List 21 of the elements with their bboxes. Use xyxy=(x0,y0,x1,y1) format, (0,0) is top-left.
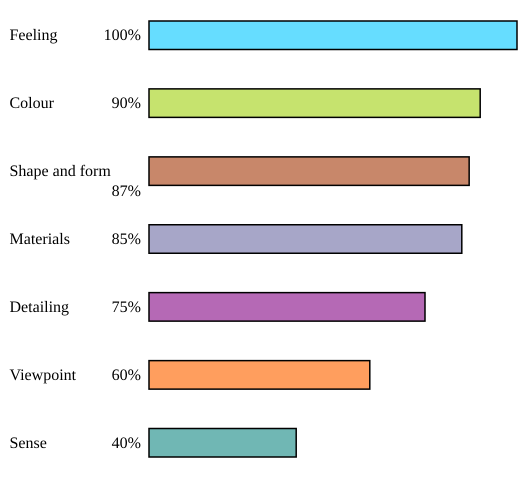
bar xyxy=(148,360,371,390)
data-label: 75% xyxy=(112,298,141,316)
y-tick-label: Materials xyxy=(10,231,70,248)
y-tick-label: Colour xyxy=(10,95,55,112)
bar xyxy=(148,428,297,458)
data-label: 87% xyxy=(112,183,141,200)
bar xyxy=(148,20,518,50)
y-tick-label: Feeling xyxy=(10,27,58,44)
bar xyxy=(148,156,470,186)
bar xyxy=(148,224,463,254)
data-label: 100% xyxy=(104,27,141,44)
data-label: 85% xyxy=(112,231,141,248)
y-tick-label: Detailing xyxy=(10,298,70,316)
y-tick-label: Sense xyxy=(10,434,47,452)
data-label: 60% xyxy=(112,366,141,384)
data-label: 90% xyxy=(112,95,141,112)
data-label: 40% xyxy=(112,434,141,452)
y-tick-label: Shape and form xyxy=(10,163,112,180)
y-tick-label: Viewpoint xyxy=(10,366,77,384)
bar xyxy=(148,292,426,322)
bar xyxy=(148,88,481,118)
